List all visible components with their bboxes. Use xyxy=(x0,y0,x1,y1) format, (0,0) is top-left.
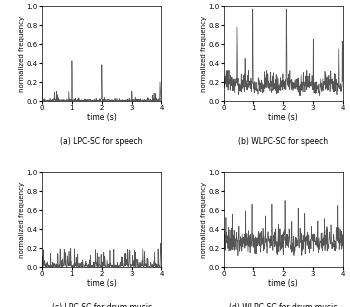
X-axis label: time (s): time (s) xyxy=(87,113,117,122)
Text: (c) LPC-SC for drum music: (c) LPC-SC for drum music xyxy=(52,303,152,307)
Y-axis label: normalized frequency: normalized frequency xyxy=(201,181,207,258)
X-axis label: time (s): time (s) xyxy=(268,113,298,122)
Text: (b) WLPC-SC for speech: (b) WLPC-SC for speech xyxy=(238,137,328,146)
Text: (a) LPC-SC for speech: (a) LPC-SC for speech xyxy=(61,137,143,146)
Y-axis label: normalized frequency: normalized frequency xyxy=(19,16,25,92)
X-axis label: time (s): time (s) xyxy=(268,279,298,288)
Text: (d) WLPC-SC for drum music: (d) WLPC-SC for drum music xyxy=(229,303,337,307)
Y-axis label: normalized frequency: normalized frequency xyxy=(201,16,207,92)
X-axis label: time (s): time (s) xyxy=(87,279,117,288)
Y-axis label: normalized frequency: normalized frequency xyxy=(19,181,25,258)
